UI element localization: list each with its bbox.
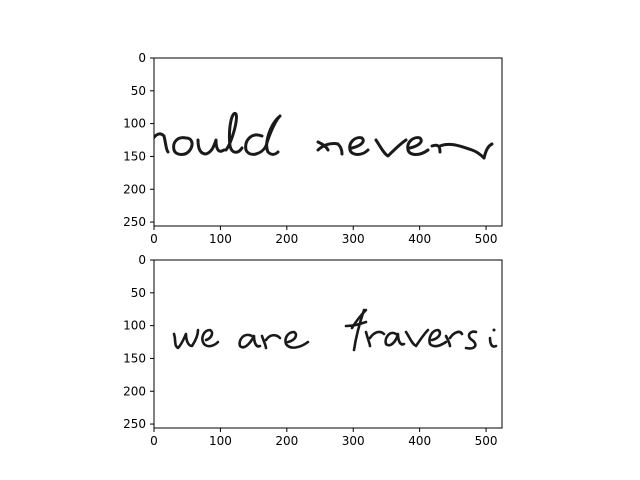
y-tick-label: 100 [123, 319, 146, 333]
y-axis-1: 0 50 100 150 200 250 [123, 51, 154, 229]
handwriting-stroke [464, 330, 478, 350]
x-tick-label: 300 [342, 434, 365, 448]
x-tick-label: 100 [209, 232, 232, 246]
x-tick-label: 400 [408, 232, 431, 246]
y-tick-label: 250 [123, 215, 146, 229]
y-axis-2: 0 50 100 150 200 250 [123, 253, 154, 431]
x-tick-label: 0 [150, 434, 158, 448]
x-tick-label: 400 [408, 434, 431, 448]
handwriting-stroke [154, 132, 170, 154]
x-axis-2: 0 100 200 300 400 500 [150, 428, 498, 448]
axes-frame-1 [153, 57, 503, 227]
handwriting-stroke [488, 336, 498, 348]
handwriting-stroke [406, 136, 430, 156]
y-tick-label: 50 [131, 286, 146, 300]
handwriting-stroke [284, 330, 310, 349]
handwriting-stroke [244, 133, 268, 156]
y-tick-label: 150 [123, 351, 146, 365]
handwriting-dot [492, 328, 496, 332]
y-tick-label: 0 [138, 253, 146, 267]
x-axis-1: 0 100 200 300 400 500 [150, 226, 498, 246]
handwriting-stroke [238, 333, 262, 349]
y-tick-label: 50 [131, 84, 146, 98]
handwriting-stroke [428, 328, 448, 348]
x-tick-label: 300 [342, 232, 365, 246]
handwriting-stroke [172, 328, 200, 350]
handwriting-stroke [364, 330, 386, 348]
x-tick-label: 500 [475, 232, 498, 246]
y-tick-label: 200 [123, 182, 146, 196]
handwriting-stroke [172, 136, 194, 156]
handwriting-stroke [350, 308, 368, 330]
handwriting-stroke [482, 142, 494, 160]
handwriting-stroke [260, 333, 282, 350]
handwriting-stroke [196, 138, 226, 156]
handwriting-stroke [224, 111, 244, 154]
y-tick-label: 100 [123, 117, 146, 131]
x-tick-label: 0 [150, 232, 158, 246]
subplot-2: 0 100 200 300 400 500 0 50 100 150 200 250 [123, 253, 503, 448]
handwriting-image-1 [154, 111, 494, 160]
x-tick-label: 200 [275, 232, 298, 246]
handwriting-stroke [374, 138, 408, 158]
handwriting-stroke [444, 330, 464, 348]
handwriting-stroke [201, 328, 220, 348]
x-tick-label: 100 [209, 434, 232, 448]
x-tick-label: 500 [475, 434, 498, 448]
y-tick-label: 0 [138, 51, 146, 65]
handwriting-stroke [264, 114, 282, 156]
handwriting-image-2 [172, 308, 498, 352]
handwriting-stroke [348, 136, 370, 156]
handwriting-stroke [404, 328, 430, 348]
y-tick-label: 150 [123, 149, 146, 163]
y-tick-label: 250 [123, 417, 146, 431]
axes-frame-2 [153, 259, 503, 429]
y-tick-label: 200 [123, 384, 146, 398]
handwriting-stroke [316, 140, 344, 156]
handwriting-stroke [384, 331, 406, 347]
handwriting-stroke [430, 142, 486, 160]
x-tick-label: 200 [275, 434, 298, 448]
